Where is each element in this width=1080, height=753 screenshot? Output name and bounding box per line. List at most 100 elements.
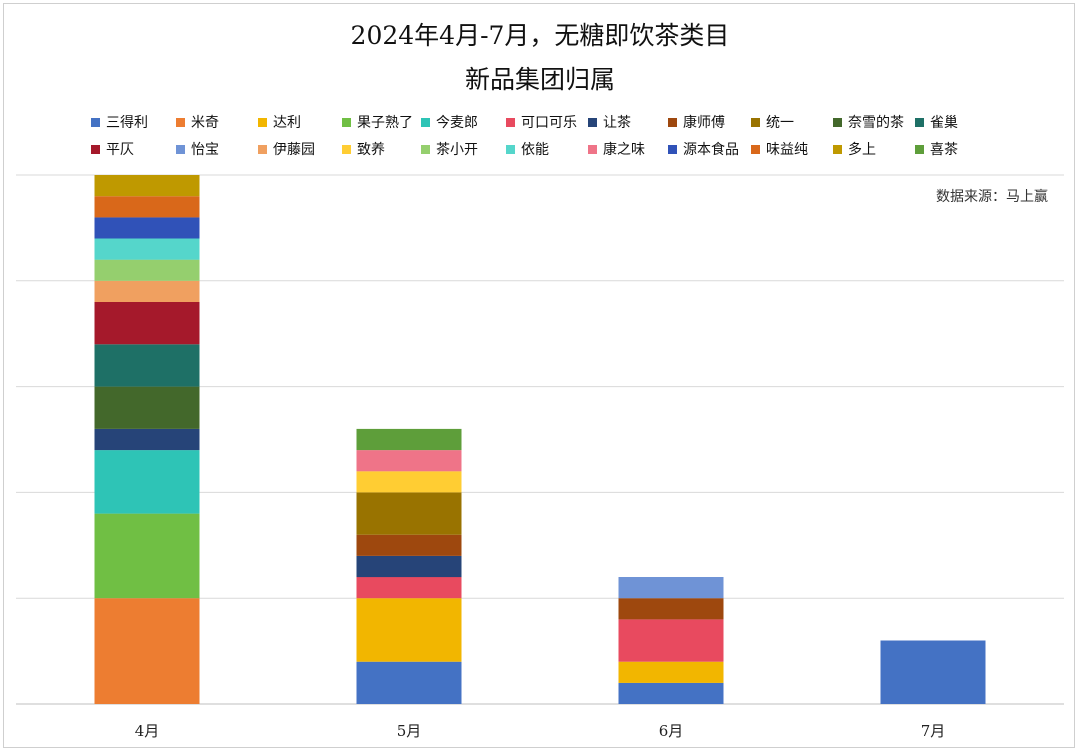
legend-label: 依能 [521,142,549,158]
bar-segment [880,640,986,704]
bar-segment [94,428,200,451]
bar-segment [94,344,200,387]
bar-segment [618,577,724,599]
legend-label: 雀巢 [930,115,958,131]
legend-item: 茶小开 [421,138,478,160]
legend-item: 多上 [833,138,876,160]
bar-segment [94,598,200,704]
legend-swatch [342,117,351,127]
legend-item: 康之味 [588,138,645,160]
legend-item: 让茶 [588,111,631,133]
x-tick-label: 7月 [921,722,946,740]
legend-label: 平仄 [106,142,134,158]
legend-label: 奈雪的茶 [848,115,904,131]
legend-label: 味益纯 [766,142,808,158]
legend-item: 可口可乐 [506,111,577,133]
source-note: 数据来源：马上赢 [936,189,1048,205]
legend-swatch [176,117,185,127]
x-tick-label: 5月 [397,722,422,740]
chart-subtitle: 新品集团归属 [464,65,615,94]
bar-segment [356,534,462,556]
legend-swatch [668,144,677,154]
legend-item: 统一 [751,111,794,133]
legend-swatch [588,144,597,154]
legend-label: 达利 [273,115,301,131]
legend-item: 致养 [342,138,385,160]
legend-label: 果子熟了 [357,115,413,131]
legend-swatch [421,117,430,127]
legend-swatch [91,144,100,154]
bar-segment [356,555,462,578]
legend-label: 怡宝 [191,142,219,158]
bar-segment [94,175,200,197]
legend-label: 今麦郎 [436,115,478,131]
bar-segment [356,492,462,535]
legend-label: 喜茶 [930,142,958,158]
legend-swatch [506,144,515,154]
legend-item: 喜茶 [915,138,958,160]
bar-segment [94,217,200,239]
bar-segment [94,280,200,302]
bar-segment [356,450,462,472]
legend-item: 怡宝 [176,138,219,160]
legend-label: 致养 [357,142,385,158]
legend-item: 依能 [506,138,549,160]
legend-item: 果子熟了 [342,111,413,133]
legend-item: 味益纯 [751,138,808,160]
bar-segment [618,598,724,620]
legend-swatch [258,144,267,154]
legend-swatch [751,144,760,154]
bar-segment [356,661,462,704]
legend-swatch [91,117,100,127]
legend-item: 米奇 [176,111,219,133]
legend-swatch [668,117,677,127]
bar-segment [618,682,724,704]
bar-segment [356,598,462,662]
legend-swatch [915,144,924,154]
legend-item: 雀巢 [915,111,958,133]
legend-item: 三得利 [91,111,148,133]
bar-segment [94,450,200,514]
bar-segment [94,302,200,345]
legend-swatch [258,117,267,127]
legend-label: 伊藤园 [273,142,315,158]
legend-item: 康师傅 [668,111,725,133]
legend-swatch [342,144,351,154]
bar-segment [356,471,462,493]
bar-segment [356,428,462,451]
legend-label: 多上 [848,142,876,158]
chart-legend: 三得利 米奇 达利 果子熟了 今麦郎 可口可乐 让茶 康师傅 统一 奈雪的茶 雀巢平仄 怡宝 伊藤园 致养… [91,111,991,165]
bar-segment [618,661,724,683]
legend-label: 康之味 [603,142,645,158]
bar-segment [94,196,200,218]
legend-label: 源本食品 [683,142,739,158]
legend-item: 源本食品 [668,138,739,160]
legend-label: 米奇 [191,115,219,131]
chart-title: 2024年4月-7月，无糖即饮茶类目 [350,21,730,50]
legend-label: 茶小开 [436,142,478,158]
legend-label: 三得利 [106,115,148,131]
bar-segment [356,577,462,599]
bar-segment [94,513,200,599]
legend-swatch [833,144,842,154]
legend-item: 奈雪的茶 [833,111,904,133]
bar-segment [94,386,200,429]
legend-item: 达利 [258,111,301,133]
legend-swatch [833,117,842,127]
legend-label: 统一 [766,115,794,131]
legend-swatch [421,144,430,154]
x-tick-label: 6月 [659,722,684,740]
legend-swatch [751,117,760,127]
bar-segment [94,259,200,281]
bar-segment [94,238,200,260]
legend-swatch [176,144,185,154]
legend-item: 伊藤园 [258,138,315,160]
legend-swatch [506,117,515,127]
legend-swatch [915,117,924,127]
legend-swatch [588,117,597,127]
bar-segment [618,619,724,662]
legend-item: 今麦郎 [421,111,478,133]
legend-label: 可口可乐 [521,115,577,131]
legend-label: 康师傅 [683,115,725,131]
